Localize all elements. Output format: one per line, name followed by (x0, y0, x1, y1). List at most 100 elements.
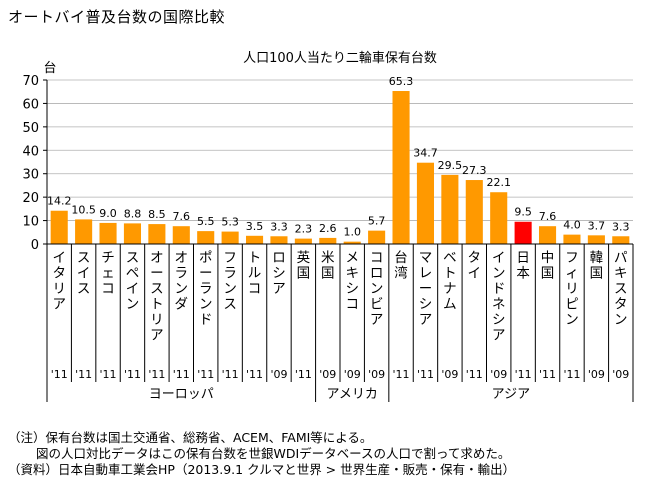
x-tick-label: 英 (297, 249, 311, 266)
x-tick-label: ナ (443, 281, 457, 297)
bar-4 (123, 223, 142, 244)
x-tick-label: リ (150, 312, 164, 328)
x-tick-label: 韓 (590, 250, 604, 266)
data-label: 5.7 (368, 215, 386, 228)
data-label: 5.5 (197, 215, 215, 228)
year-label: '09 (441, 368, 458, 381)
x-tick-label: シ (492, 312, 506, 328)
data-label: 3.3 (612, 220, 630, 233)
group-label: アメリカ (327, 387, 378, 402)
x-tick-label: ン (223, 281, 237, 297)
x-tick-label: ス (223, 297, 237, 313)
x-tick-label: オ (175, 250, 189, 266)
x-tick-label: ト (150, 297, 164, 313)
x-tick-label: ン (565, 312, 579, 328)
x-tick-label: ン (492, 266, 506, 282)
note-source-2: （資料）日本自動車工業会HP（2013.9.1 クルマと世界 > 世界生産・販売… (8, 462, 516, 477)
x-tick-label: ド (492, 281, 506, 297)
data-label: 65.3 (389, 75, 414, 88)
x-tick-label: ス (614, 281, 628, 297)
year-label: '11 (197, 368, 214, 381)
y-tick-label: 40 (22, 144, 39, 159)
data-label: 34.7 (413, 147, 438, 160)
x-tick-label: ペ (126, 266, 140, 282)
bar-21 (538, 226, 557, 244)
x-tick-label: 台 (394, 250, 408, 266)
data-label: 3.5 (246, 220, 264, 233)
x-tick-label: マ (419, 250, 433, 266)
bar-17 (441, 174, 459, 244)
x-tick-label: ン (175, 281, 189, 297)
y-axis-label: 台 (43, 61, 56, 76)
year-label: '11 (295, 368, 312, 381)
x-tick-label: ア (492, 328, 506, 344)
data-label: 1.0 (343, 226, 361, 239)
x-tick-label: ロ (370, 266, 384, 282)
y-tick-label: 0 (31, 238, 39, 253)
x-tick-label: ア (370, 312, 384, 328)
bar-22 (563, 234, 581, 244)
y-tick-label: 70 (22, 74, 39, 89)
x-tick-label: ン (370, 281, 384, 297)
year-label: '11 (100, 368, 117, 381)
y-tick-label: 60 (22, 97, 39, 112)
year-label: '11 (417, 368, 434, 381)
x-tick-label: パ (614, 250, 628, 266)
x-tick-label: ス (150, 281, 164, 297)
data-label: 7.6 (173, 210, 191, 223)
x-tick-label: シ (272, 266, 286, 282)
x-tick-label: ダ (175, 297, 189, 313)
x-tick-label: ベ (443, 250, 457, 266)
x-tick-label: 米 (321, 250, 335, 266)
x-tick-label: ラ (199, 281, 213, 297)
group-label: ヨーロッパ (149, 387, 214, 402)
x-tick-label: コ (101, 281, 115, 297)
bar-14 (368, 230, 386, 244)
year-label: '09 (588, 368, 605, 381)
x-tick-label: オ (150, 250, 164, 266)
data-label: 29.5 (438, 159, 463, 172)
x-tick-label: コ (370, 250, 384, 266)
x-tick-label: ネ (492, 297, 506, 313)
bar-12 (319, 237, 337, 244)
bar-11 (294, 238, 312, 244)
x-tick-label: フ (223, 250, 237, 266)
year-label: '09 (319, 368, 336, 381)
x-tick-label: キ (345, 266, 359, 282)
x-tick-label: 湾 (394, 265, 408, 282)
x-tick-label: ト (248, 250, 262, 266)
x-tick-label: ル (248, 266, 262, 282)
data-label: 7.6 (539, 210, 557, 223)
x-tick-label: ー (150, 266, 164, 282)
notes: （注）保有台数は国土交通省、総務省、ACEM、FAMI等による。 図の人口対比デ… (8, 430, 515, 478)
bar-7 (197, 231, 215, 244)
x-tick-label: 日 (516, 250, 530, 266)
data-label: 14.2 (47, 195, 72, 208)
data-label: 9.5 (514, 206, 532, 219)
y-tick-label: 10 (22, 215, 39, 230)
y-tick-label: 30 (22, 168, 39, 183)
data-label: 2.6 (319, 222, 337, 235)
x-tick-label: 国 (590, 266, 604, 282)
x-tick-label: ン (199, 297, 213, 313)
data-label: 3.3 (270, 220, 288, 233)
x-tick-label: イ (468, 266, 482, 282)
bar-5 (148, 224, 166, 244)
x-tick-label: ト (443, 266, 457, 282)
x-tick-label: ス (126, 250, 140, 266)
x-tick-label: 国 (541, 266, 555, 282)
x-tick-label: イ (492, 250, 506, 266)
y-tick-label: 50 (22, 121, 39, 136)
x-tick-label: 国 (297, 266, 311, 282)
x-tick-label: レ (419, 266, 433, 282)
x-tick-label: イ (77, 266, 91, 282)
bar-6 (172, 226, 190, 244)
x-tick-label: ア (419, 312, 433, 328)
year-label: '11 (148, 368, 165, 381)
year-label: '11 (515, 368, 532, 381)
data-label: 8.8 (124, 207, 142, 220)
x-tick-label: 本 (516, 266, 530, 282)
x-tick-label: ビ (370, 297, 384, 313)
bar-24 (612, 236, 630, 244)
